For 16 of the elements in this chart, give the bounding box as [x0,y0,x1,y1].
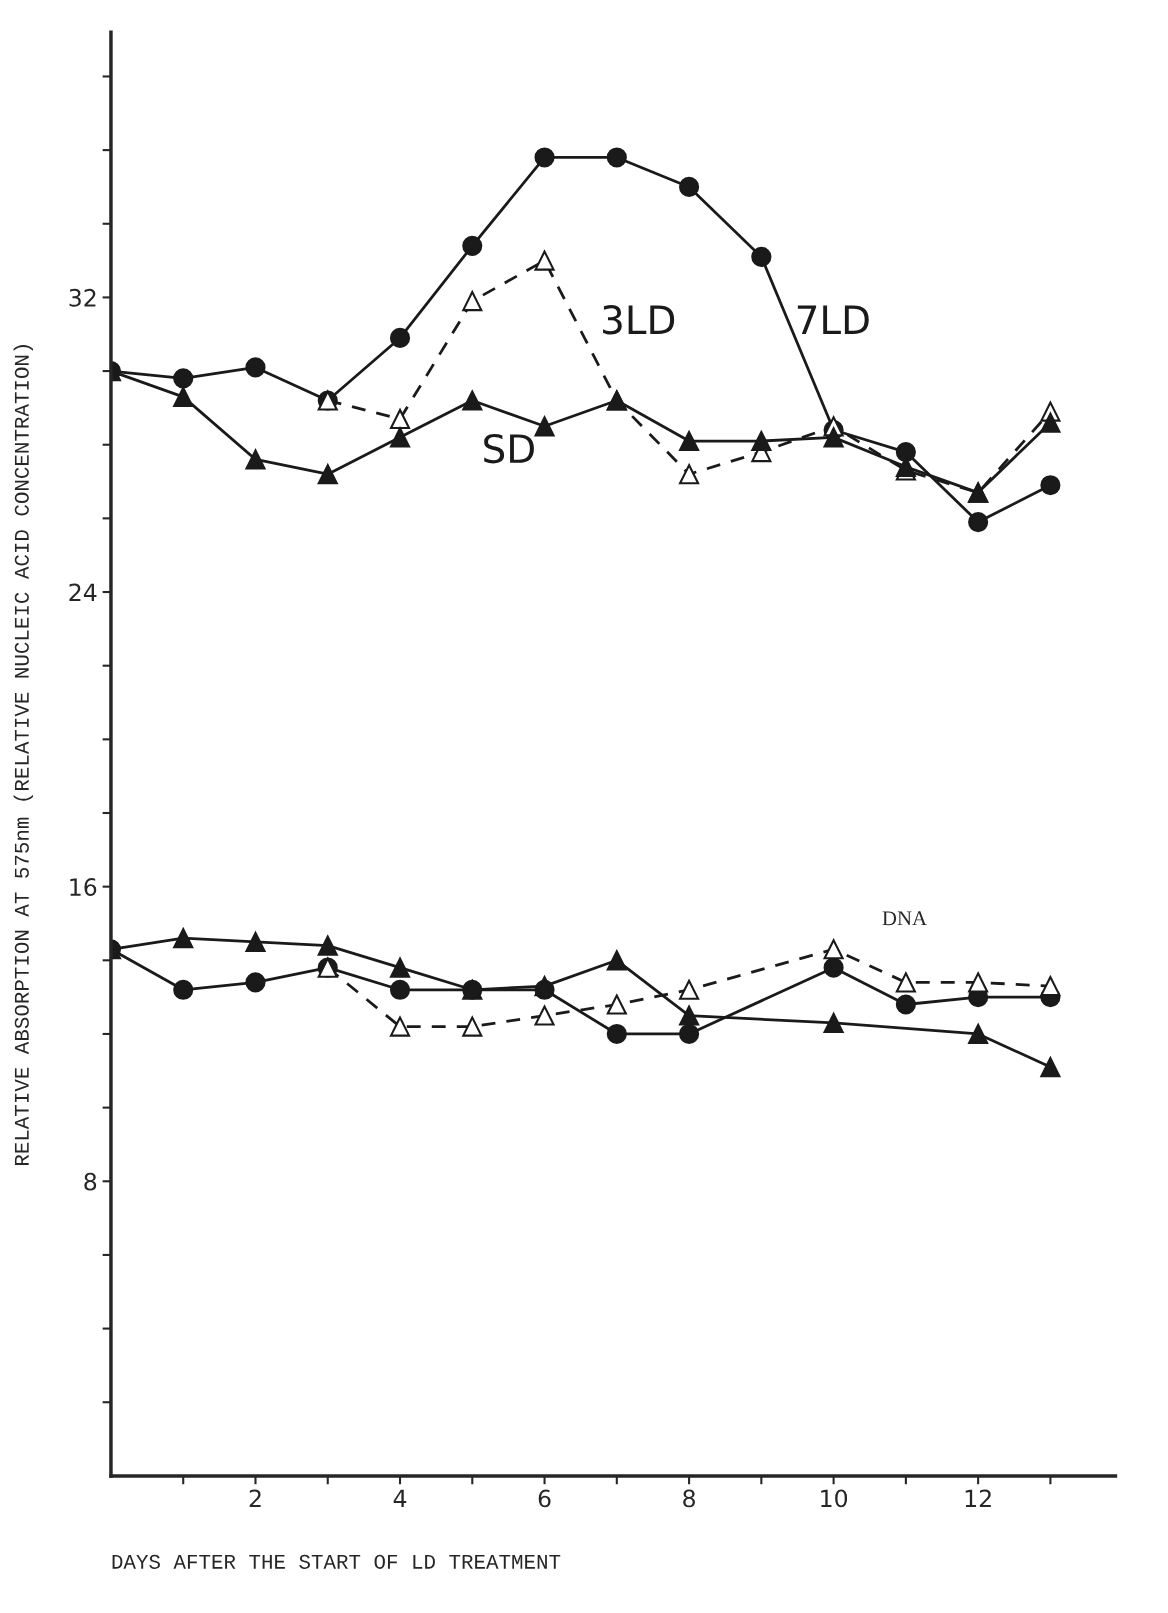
series-label: 3LD [603,305,675,335]
y-tick-label: 32 [69,288,96,307]
x-tick-label: 6 [538,1489,551,1508]
x-tick-label: 4 [393,1489,407,1508]
y-tick-label: 8 [84,1172,97,1191]
series-label: SD [484,433,534,464]
y-axis-title: RELATIVE ABSORPTION AT 575nm (RELATIVE NUCLEIC ACID CONCENTRATION) [13,345,33,1166]
series-label: 7LD [797,305,869,334]
x-tick-label: 12 [965,1489,991,1508]
y-tick-label: 24 [69,583,97,602]
y-tick-label: 16 [70,878,97,896]
x-axis-title: DAYS AFTER THE START OF LD TREATMENT [112,1554,561,1569]
x-tick-label: 2 [249,1489,261,1508]
annotation: DNA [882,911,927,926]
x-tick-label: 8 [683,1489,695,1508]
x-tick-label: 10 [821,1489,848,1508]
